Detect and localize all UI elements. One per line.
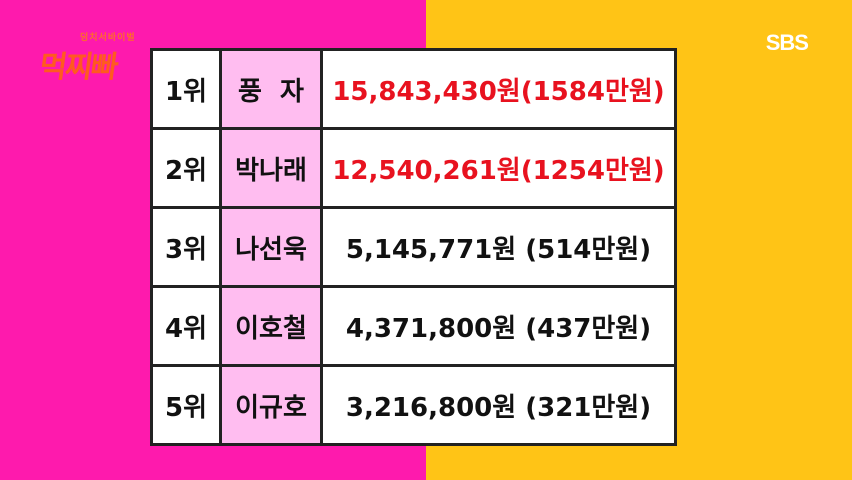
name-cell: 이호철 — [219, 285, 323, 367]
table-row: 4위 이호철 4,371,800원 (437만원) — [150, 285, 677, 367]
table-row: 1위 풍 자 15,843,430원(1584만원) — [150, 48, 677, 130]
broadcaster-logo: SBS — [765, 30, 809, 55]
name-cell: 나선욱 — [219, 206, 323, 288]
rank-cell: 5위 — [150, 364, 222, 446]
table-row: 3위 나선욱 5,145,771원 (514만원) — [150, 206, 677, 288]
name-cell: 풍 자 — [219, 48, 323, 130]
logo-subtitle: 덩치서바이벌 — [80, 33, 136, 43]
rank-cell: 2위 — [150, 127, 222, 209]
logo-title: 먹찌빠 — [37, 50, 119, 85]
amount-cell: 5,145,771원 (514만원) — [320, 206, 677, 288]
table-row: 5위 이규호 3,216,800원 (321만원) — [150, 364, 677, 446]
ranking-table: 1위 풍 자 15,843,430원(1584만원) 2위 박나래 12,540,261원… — [150, 48, 677, 446]
name-cell: 박나래 — [219, 127, 323, 209]
amount-cell: 3,216,800원 (321만원) — [320, 364, 677, 446]
rank-cell: 4위 — [150, 285, 222, 367]
rank-cell: 1위 — [150, 48, 222, 130]
amount-cell: 4,371,800원 (437만원) — [320, 285, 677, 367]
table-row: 2위 박나래 12,540,261원(1254만원) — [150, 127, 677, 209]
amount-cell: 12,540,261원(1254만원) — [320, 127, 677, 209]
amount-cell: 15,843,430원(1584만원) — [320, 48, 677, 130]
show-logo: 덩치서바이벌 먹찌빠 — [32, 30, 152, 90]
name-cell: 이규호 — [219, 364, 323, 446]
rank-cell: 3위 — [150, 206, 222, 288]
